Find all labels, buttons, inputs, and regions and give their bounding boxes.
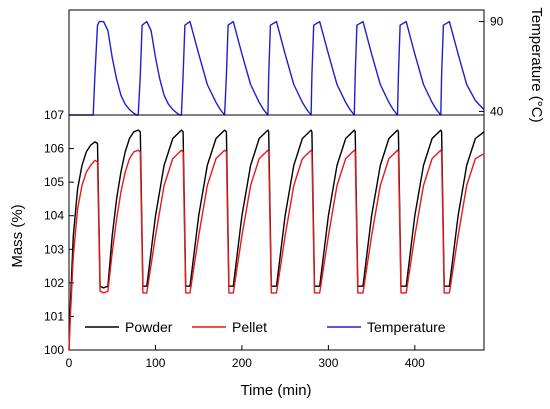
temperature-ticks: 40 90 [479, 15, 504, 118]
y-tick-label: 104 [44, 209, 64, 223]
y-axis-right-label: Temperature (°C) [528, 7, 545, 122]
x-tick-label: 0 [66, 356, 73, 370]
y-tick-label: 103 [44, 242, 64, 256]
x-tick-label: 100 [145, 356, 165, 370]
series-line-powder [68, 129, 485, 351]
mass-series [68, 129, 485, 351]
mass-axes-frame [68, 114, 485, 351]
temperature-series [69, 20, 485, 116]
y-tick-label: 107 [44, 108, 64, 122]
legend: Powder Pellet Temperature [85, 319, 446, 335]
series-line-temperature [69, 20, 485, 116]
y-axis-left-label: Mass (%) [9, 204, 26, 267]
y-tick-label: 102 [44, 276, 64, 290]
temperature-tick-label: 40 [490, 104, 504, 118]
x-tick-label: 300 [318, 356, 338, 370]
y-tick-label: 101 [44, 309, 64, 323]
series-line-pellet [68, 149, 485, 351]
temperature-axes-frame [68, 9, 485, 116]
x-tick-label: 400 [405, 356, 425, 370]
y-tick-label: 105 [44, 175, 64, 189]
temperature-panel: 40 90 Temperature (°C) [68, 7, 545, 123]
x-tick-label: 200 [232, 356, 252, 370]
y-tick-label: 100 [44, 343, 64, 357]
x-axis-label: Time (min) [240, 382, 311, 399]
legend-label-pellet: Pellet [232, 319, 267, 335]
temperature-tick-label: 90 [490, 15, 504, 29]
legend-label-powder: Powder [125, 319, 173, 335]
legend-label-temperature: Temperature [367, 319, 446, 335]
y-tick-label: 106 [44, 142, 64, 156]
